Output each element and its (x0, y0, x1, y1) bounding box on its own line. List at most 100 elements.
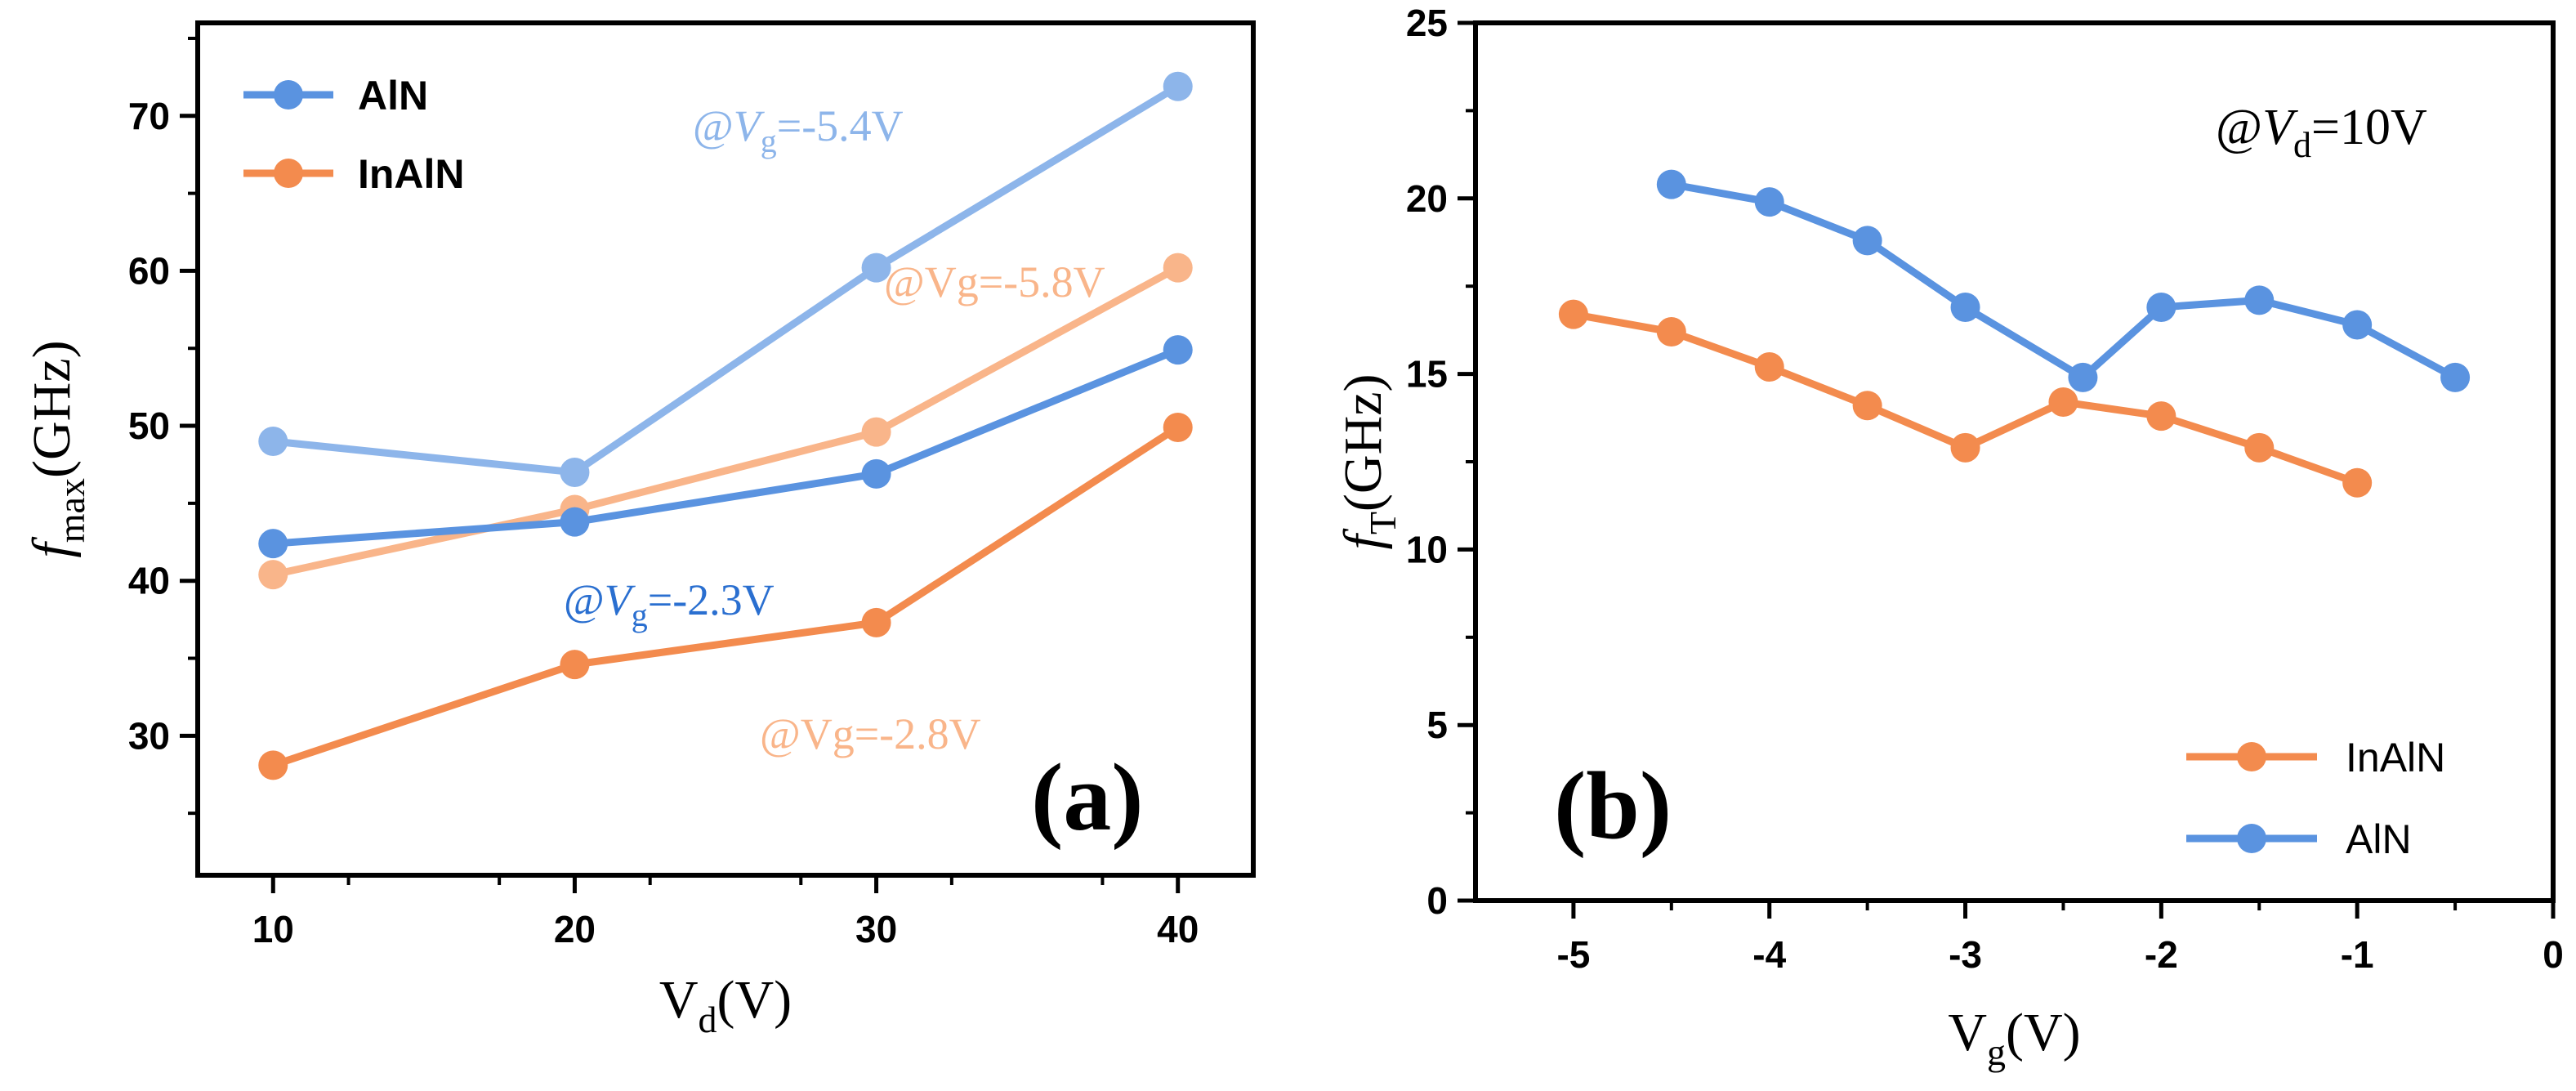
data-point (2244, 285, 2275, 315)
x-tick-label: 10 (252, 908, 294, 950)
x-tick-label: -4 (1752, 933, 1786, 976)
y-axis-title: fmax(GHz) (22, 340, 92, 557)
y-tick-label: 0 (1426, 879, 1448, 922)
series-line (272, 83, 1181, 476)
annotation-tail: =-2.3V (648, 575, 775, 624)
data-point (258, 560, 288, 590)
y-tick-label: 5 (1426, 704, 1448, 746)
y-axis-title: fT(GHz) (1333, 373, 1404, 549)
data-point (2068, 362, 2098, 392)
data-point (1163, 335, 1193, 365)
series-line (272, 346, 1180, 548)
annotation-var: V (605, 575, 636, 624)
data-point (861, 253, 891, 283)
data-point (2342, 467, 2373, 498)
x-tick-label: 40 (1157, 908, 1199, 950)
y-tick-label: 30 (128, 714, 170, 757)
data-point (2342, 310, 2373, 340)
x-tick-label: -1 (2341, 933, 2374, 976)
data-point (1852, 391, 1882, 421)
data-point (861, 607, 891, 637)
y-tick-label: 50 (128, 405, 170, 447)
condition-prefix: @ (2216, 100, 2262, 155)
x-axis-title-tail: (V) (717, 970, 792, 1030)
condition-sub: d (2293, 125, 2311, 165)
x-tick-label: 20 (554, 908, 596, 950)
annotation-var: V (734, 101, 766, 150)
condition-tail: =10V (2311, 100, 2427, 155)
data-point (258, 529, 288, 559)
x-axis-title-main: V (1948, 1003, 1987, 1062)
y-axis-title-sub: max (51, 478, 92, 543)
x-tick-label: -3 (1949, 933, 1982, 976)
data-point (1852, 226, 1882, 256)
data-point (2048, 387, 2078, 417)
data-point (2244, 432, 2275, 463)
x-tick-label: -2 (2145, 933, 2178, 976)
data-point (1950, 432, 1980, 463)
data-point (1163, 71, 1193, 101)
legend-marker (2237, 742, 2266, 771)
data-point (1950, 292, 1980, 322)
series-line (271, 424, 1181, 769)
legend-marker (274, 159, 303, 188)
condition-label: @Vd=10V (2216, 100, 2427, 165)
annotation-sub: g (761, 123, 777, 159)
annotation-tail: @Vg=-5.8V (884, 257, 1105, 306)
x-axis-title: Vd(V) (659, 970, 792, 1040)
y-tick-label: 60 (128, 249, 170, 292)
data-point (1656, 317, 1686, 347)
series-line (272, 264, 1180, 579)
panel-b: -5 -4 -3 -2 -1 0 0 5 10 15 20 25 Vg(V) fT(GHz) InAlN Al… (1333, 2, 2564, 1073)
x-tick-label: -5 (1556, 933, 1590, 976)
series-line (1671, 181, 2458, 382)
legend-label: InAlN (358, 151, 465, 197)
y-tick-label: 20 (1406, 177, 1448, 220)
annotation-tail: =-5.4V (777, 101, 904, 150)
y-axis-title-tail: (GHz) (22, 340, 82, 478)
plot-frame (195, 20, 1256, 878)
annotation-prefix: @ (564, 575, 605, 624)
data-point (560, 457, 590, 487)
x-axis-title-main: V (659, 970, 699, 1030)
legend-label: InAlN (2346, 735, 2445, 780)
x-axis-title-tail: (V) (2006, 1003, 2081, 1062)
data-point (1656, 169, 1686, 199)
condition-var: V (2262, 100, 2298, 155)
data-point (861, 417, 891, 447)
annotation: @Vg=-5.4V (693, 101, 904, 159)
data-point (560, 650, 590, 680)
y-tick-label: 70 (128, 95, 170, 137)
x-axis-title-sub: g (1987, 1031, 2006, 1073)
data-point (1754, 187, 1784, 217)
data-point (2146, 292, 2176, 322)
data-point (560, 507, 590, 537)
data-point (258, 750, 288, 780)
x-tick-label: 30 (855, 908, 897, 950)
x-axis-title: Vg(V) (1948, 1003, 2080, 1073)
x-tick-label: 0 (2543, 933, 2564, 976)
legend-marker (274, 80, 303, 110)
y-tick-label: 15 (1406, 353, 1448, 396)
data-point (1558, 299, 1588, 329)
annotation-prefix: @ (693, 101, 734, 150)
annotation: @Vg=-5.8V (884, 257, 1105, 306)
y-axis-title-tail: (GHz) (1333, 373, 1393, 512)
y-axis-title-sub: T (1362, 512, 1404, 534)
annotation-tail: @Vg=-2.8V (760, 709, 981, 758)
panel-label: (b) (1554, 752, 1672, 859)
data-point (2440, 362, 2471, 392)
annotation: @Vg=-2.3V (564, 575, 775, 633)
legend-label: AlN (358, 73, 428, 118)
annotation: @Vg=-2.8V (760, 709, 981, 758)
panel-label: (a) (1031, 744, 1144, 851)
legend-marker (2237, 824, 2266, 853)
data-point (861, 458, 891, 489)
y-tick-label: 25 (1406, 2, 1448, 44)
y-tick-label: 40 (128, 560, 170, 602)
data-point (1163, 253, 1193, 283)
y-tick-label: 10 (1406, 528, 1448, 570)
annotation-sub: g (632, 597, 648, 633)
data-point (1163, 412, 1193, 442)
